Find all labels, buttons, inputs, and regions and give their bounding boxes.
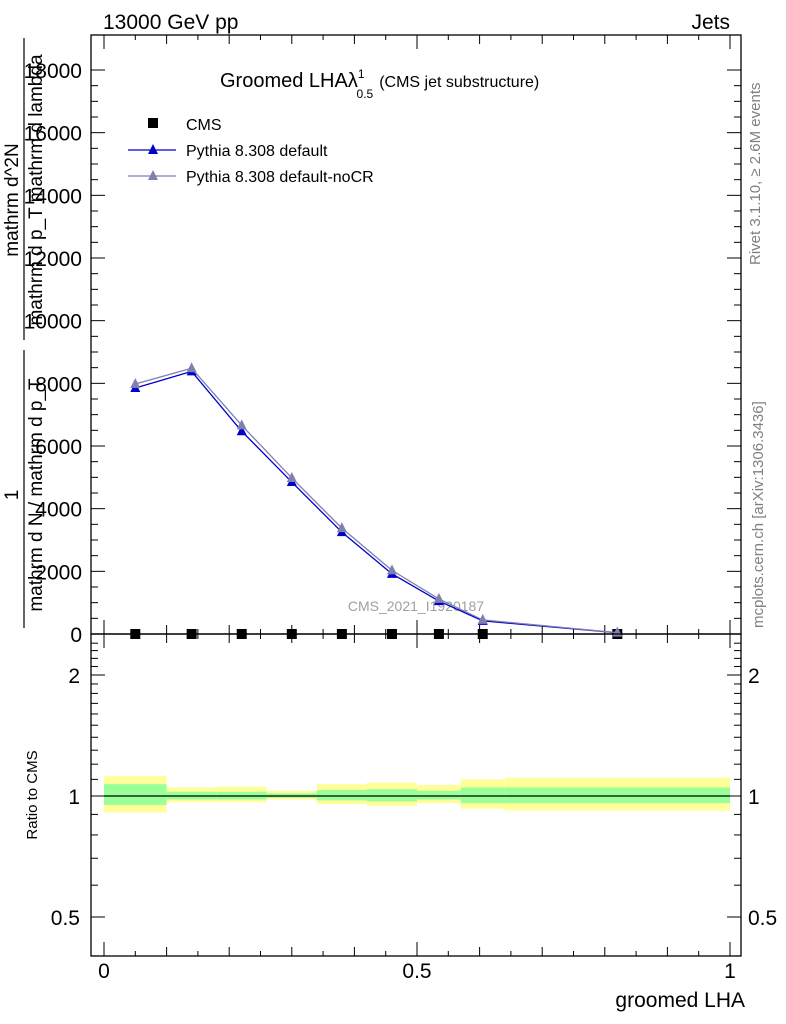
ratio-inner-band bbox=[366, 789, 417, 802]
legend-default-marker bbox=[148, 144, 158, 154]
ratio-inner-band bbox=[417, 790, 461, 800]
y-tick-label: 12000 bbox=[24, 248, 82, 271]
series-point-2 bbox=[236, 419, 247, 430]
y-label-numerator-1: 1 bbox=[2, 490, 23, 501]
ratio-inner-band bbox=[104, 784, 167, 805]
y-tick-label: 16000 bbox=[24, 123, 82, 146]
series-line-1 bbox=[135, 370, 618, 634]
legend-nocr-marker bbox=[148, 170, 158, 180]
title-subscript: 0.5 bbox=[357, 87, 374, 101]
x-tick-label: 0.5 bbox=[402, 960, 431, 983]
series-point-2 bbox=[130, 377, 141, 388]
legend-nocr-label: Pythia 8.308 default-noCR bbox=[186, 169, 374, 186]
energy-label: 13000 GeV pp bbox=[103, 11, 238, 34]
y-tick-label: 18000 bbox=[24, 60, 82, 83]
mcplots-label: mcplots.cern.ch [arXiv:1306.3436] bbox=[750, 401, 767, 628]
y-tick-label: 8000 bbox=[35, 373, 82, 396]
title-subtitle: (CMS jet substructure) bbox=[379, 74, 539, 91]
x-axis-label: groomed LHA bbox=[615, 989, 745, 1012]
series-point-2 bbox=[286, 471, 297, 482]
ratio-y-tick-label: 2 bbox=[68, 665, 80, 688]
ratio-panel: 0.5 0.51 12 2 0 0.5 1 Ratio to CMS groomed LH… bbox=[24, 633, 777, 1012]
ratio-y-tick-label: 0.5 bbox=[51, 907, 80, 930]
y-label-denominator-1: mathrm d N / mathrm d p_T bbox=[26, 378, 47, 612]
main-ticks bbox=[91, 35, 741, 635]
legend-default-label: Pythia 8.308 default bbox=[186, 143, 328, 160]
ratio-frame bbox=[90, 633, 742, 957]
ratio-y-tick-label-right: 2 bbox=[748, 665, 760, 688]
y-tick-label: 6000 bbox=[35, 436, 82, 459]
rivet-label: Rivet 3.1.10, ≥ 2.6M events bbox=[747, 83, 764, 266]
ratio-inner-band bbox=[460, 787, 505, 804]
plot-title: Groomed LHAλ1 0.5 (CMS jet substructure) bbox=[220, 67, 539, 101]
series-point-2 bbox=[477, 613, 488, 624]
legend-cms-label: CMS bbox=[186, 117, 222, 134]
series-point-2 bbox=[386, 564, 397, 575]
y-tick-label: 4000 bbox=[35, 499, 82, 522]
legend: CMS Pythia 8.308 default Pythia 8.308 de… bbox=[128, 117, 374, 186]
ratio-y-tick-label-right: 1 bbox=[748, 786, 760, 809]
ratio-ticks bbox=[91, 634, 741, 957]
x-tick-label: 0 bbox=[98, 960, 110, 983]
ratio-bands bbox=[104, 776, 730, 813]
main-y-tick-labels: 0 2000 4000 6000 8000 10000 12000 14000 16000 180… bbox=[24, 60, 82, 647]
y-label-numerator-2: mathrm d^2N bbox=[2, 143, 23, 256]
y-label-denominator-2: mathrm d p_T mathrm d lambda bbox=[26, 54, 47, 325]
y-tick-label: 10000 bbox=[24, 311, 82, 334]
series-point-2 bbox=[433, 592, 444, 603]
ratio-y-tick-label-right: 0.5 bbox=[748, 907, 777, 930]
ratio-inner-band bbox=[316, 789, 367, 801]
y-tick-label: 2000 bbox=[35, 561, 82, 584]
series-line-2 bbox=[135, 367, 618, 634]
x-tick-labels: 0 0.5 1 bbox=[98, 960, 736, 983]
y-tick-label: 14000 bbox=[24, 185, 82, 208]
series-point-2 bbox=[186, 362, 197, 373]
main-panel: 0 2000 4000 6000 8000 10000 12000 14000 16000 180… bbox=[24, 34, 742, 647]
title-main: Groomed LHAλ bbox=[220, 70, 358, 92]
analysis-label: CMS_2021_I1920187 bbox=[348, 598, 484, 614]
series-point-1 bbox=[236, 425, 247, 436]
process-label: Jets bbox=[691, 11, 730, 34]
title-superscript: 1 bbox=[358, 67, 365, 81]
ratio-y-tick-label: 1 bbox=[68, 786, 80, 809]
main-y-label: 1 mathrm d N / mathrm d p_T mathrm d^2N … bbox=[2, 38, 47, 628]
ratio-inner-band bbox=[504, 787, 730, 804]
y-tick-label: 0 bbox=[70, 624, 82, 647]
legend-cms-marker bbox=[148, 118, 158, 128]
series-point-2 bbox=[336, 522, 347, 533]
ratio-y-tick-labels: 0.5 0.5 1 1 2 2 bbox=[51, 665, 777, 930]
x-tick-label: 1 bbox=[724, 960, 736, 983]
ratio-y-label: Ratio to CMS bbox=[24, 750, 41, 839]
